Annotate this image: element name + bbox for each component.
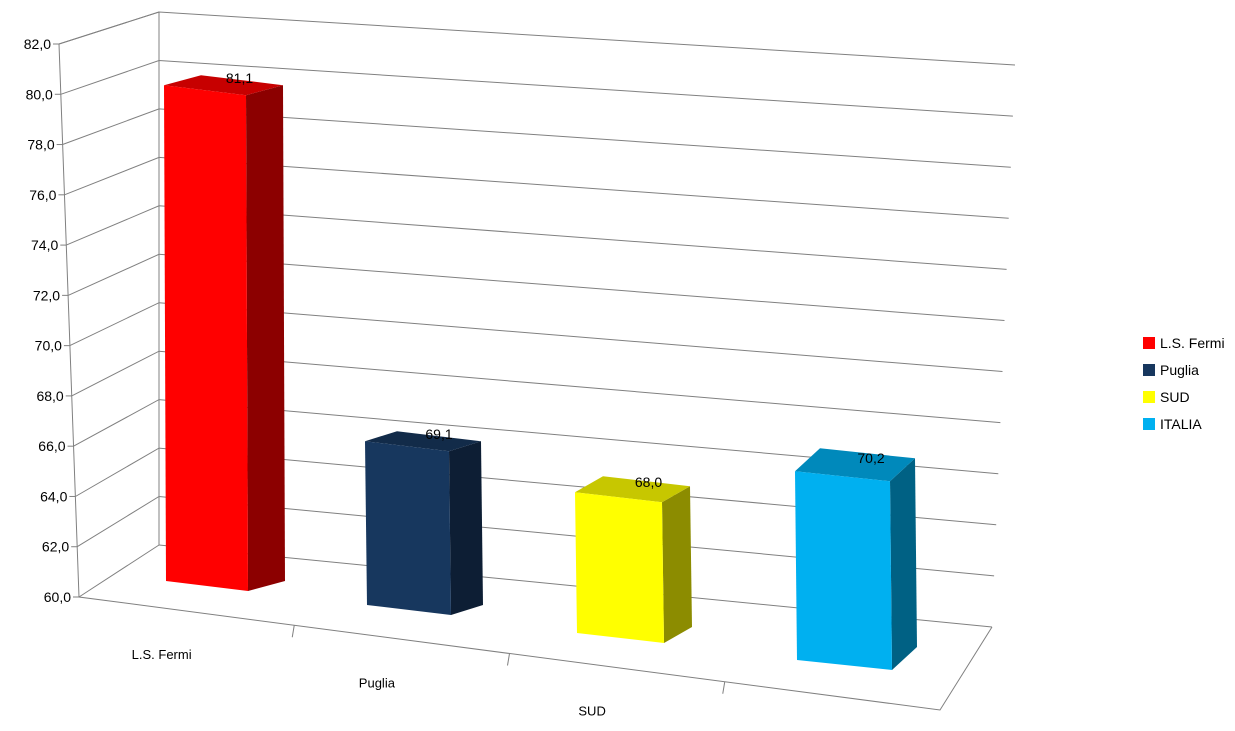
gridlines — [58, 11, 1016, 577]
legend-label: ITALIA — [1160, 416, 1202, 432]
y-tick-label: 70,0 — [35, 338, 62, 354]
x-tick-mark — [507, 653, 510, 666]
x-category-label: L.S. Fermi — [132, 647, 192, 662]
bar-side-face — [662, 486, 692, 643]
y-tick-label: 76,0 — [29, 187, 56, 203]
bar-italia — [795, 448, 917, 670]
y-tick-label: 82,0 — [24, 36, 51, 52]
gridline — [67, 253, 1005, 321]
y-tick-label: 80,0 — [26, 86, 53, 102]
gridline — [69, 302, 1003, 372]
legend-label: Puglia — [1160, 362, 1199, 378]
bar-side-face — [449, 441, 483, 615]
data-label: 68,0 — [635, 474, 662, 490]
gridline — [60, 59, 1013, 117]
bar-sud — [575, 476, 692, 643]
legend-entry: SUD — [1143, 389, 1190, 405]
x-category-label: Puglia — [359, 675, 396, 690]
data-label: 81,1 — [226, 70, 253, 86]
y-tick-label: 68,0 — [36, 388, 63, 404]
gridline — [66, 205, 1007, 270]
x-tick-mark — [722, 681, 726, 694]
gridline — [73, 399, 999, 475]
y-tick-label: 62,0 — [42, 539, 69, 555]
bar-top-face — [365, 431, 481, 452]
legend-entry: Puglia — [1143, 362, 1199, 378]
bar-front-face — [164, 85, 248, 591]
bar-top-face — [164, 75, 283, 96]
y-axis-ticks: 60,0 62,0 64,0 66,0 68,0 70,0 72,0 74,0 76,0 78,0… — [24, 36, 79, 605]
x-tick-mark — [291, 625, 295, 638]
bar-top-face — [795, 448, 915, 482]
bar-front-face — [365, 441, 451, 615]
gridline — [64, 156, 1009, 219]
y-tick-label: 66,0 — [38, 438, 65, 454]
legend-swatch — [1143, 337, 1155, 349]
y-tick-label: 64,0 — [40, 488, 67, 504]
legend-label: SUD — [1160, 389, 1190, 405]
gridline — [71, 350, 1001, 424]
gridline — [76, 495, 995, 577]
data-label: 70,2 — [857, 450, 884, 466]
data-label: 69,1 — [425, 426, 452, 442]
gridline — [62, 108, 1011, 168]
y-tick-label: 78,0 — [27, 137, 54, 153]
legend: L.S. Fermi Puglia SUD ITALIA — [1143, 335, 1225, 432]
y-tick-label: 72,0 — [33, 287, 60, 303]
bar-side-face — [246, 85, 285, 591]
bars — [164, 75, 917, 670]
y-tick-label: 74,0 — [31, 237, 58, 253]
y-tick-label: 60,0 — [44, 589, 71, 605]
gridline — [75, 447, 997, 526]
floor-left-edge — [78, 544, 160, 598]
legend-swatch — [1143, 418, 1155, 430]
bar-l-s-fermi — [164, 75, 285, 591]
legend-swatch — [1143, 391, 1155, 403]
gridline — [58, 11, 1016, 66]
bar-puglia — [365, 431, 483, 615]
x-category-label: SUD — [578, 704, 605, 719]
legend-entry: L.S. Fermi — [1143, 335, 1225, 351]
legend-entry: ITALIA — [1143, 416, 1202, 432]
legend-label: L.S. Fermi — [1160, 335, 1225, 351]
data-labels: 81,1 69,1 68,0 70,2 — [226, 70, 885, 490]
bar-top-face — [575, 476, 690, 503]
bar-front-face — [795, 471, 892, 670]
legend-swatch — [1143, 364, 1155, 376]
bar-front-face — [575, 492, 664, 643]
bar-side-face — [890, 458, 917, 670]
